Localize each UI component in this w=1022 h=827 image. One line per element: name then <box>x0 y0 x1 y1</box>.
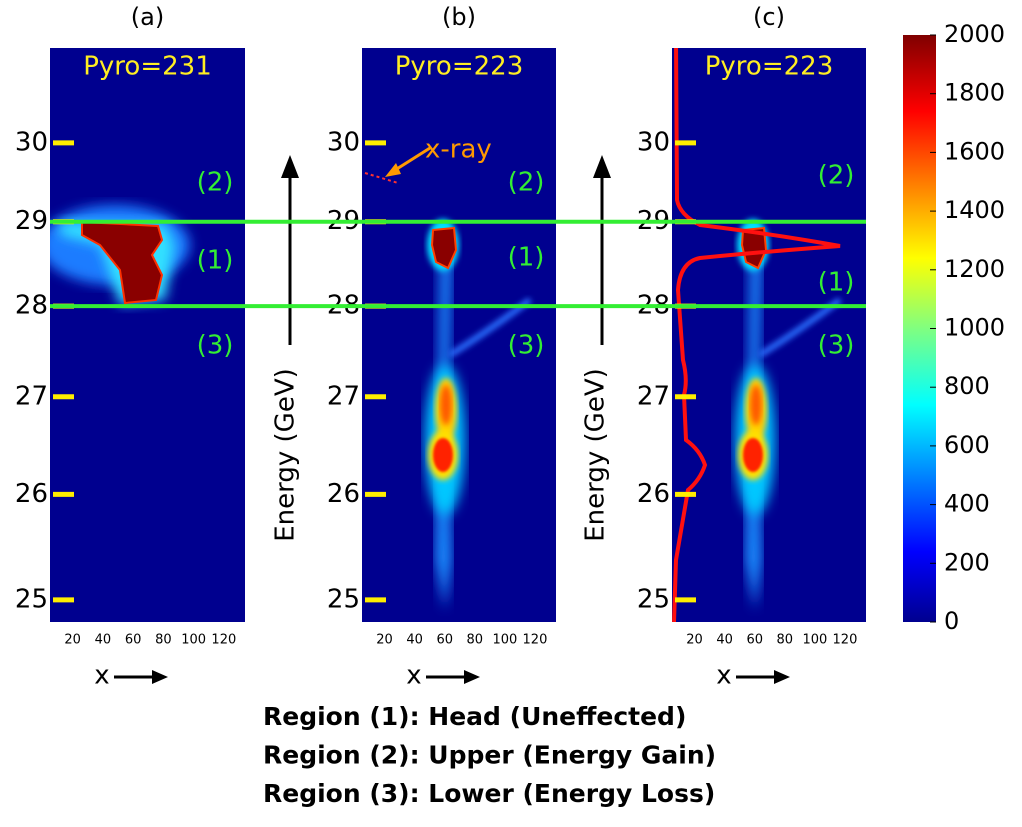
region-label: (3) <box>818 331 855 361</box>
y-tick-label: 29 <box>15 206 48 236</box>
x-tick-label: 60 <box>746 633 763 648</box>
y-tick-label: 25 <box>327 584 360 614</box>
x-tick-label: 20 <box>64 633 81 648</box>
x-tick-label: 80 <box>155 633 172 648</box>
y-tick-label: 27 <box>327 381 360 411</box>
y-tick-label: 28 <box>15 291 48 321</box>
colorbar-tick-label: 600 <box>944 431 990 459</box>
region-note: Region (3): Lower (Energy Loss) <box>263 779 715 808</box>
x-tick-label: 120 <box>211 633 236 648</box>
y-tick-label: 27 <box>15 381 48 411</box>
y-tick-label: 26 <box>327 479 360 509</box>
panel-title: (b) <box>442 3 476 31</box>
panel-annotation: Pyro=231 <box>83 52 212 82</box>
x-tick-label: 40 <box>716 633 733 648</box>
colorbar-tick-label: 400 <box>944 490 990 518</box>
marker-label: x-ray <box>425 135 492 165</box>
y-tick-label: 30 <box>327 127 360 157</box>
region-label: (2) <box>197 168 234 198</box>
x-arrow-head <box>464 670 480 684</box>
colorbar-tick-label: 200 <box>944 548 990 576</box>
region-label: (3) <box>197 331 234 361</box>
y-label: Energy (GeV) <box>271 368 301 542</box>
x-tick-label: 100 <box>802 633 827 648</box>
colorbar-tick-label: 800 <box>944 372 990 400</box>
region-label: (2) <box>818 161 855 191</box>
x-tick-label: 100 <box>181 633 206 648</box>
y-tick-label: 27 <box>637 381 670 411</box>
y-tick-label: 26 <box>637 479 670 509</box>
region-label: (1) <box>818 268 855 298</box>
x-tick-label: 120 <box>833 633 858 648</box>
panel-title: (a) <box>131 3 164 31</box>
colorbar-tick-label: 0 <box>944 607 959 635</box>
region-label: (1) <box>508 243 545 273</box>
x-tick-label: 20 <box>376 633 393 648</box>
colorbar-tick-label: 2000 <box>944 20 1005 48</box>
region-note: Region (1): Head (Uneffected) <box>263 702 686 731</box>
y-tick-label: 30 <box>637 127 670 157</box>
x-arrow-head <box>774 670 790 684</box>
colorbar-tick-label: 1400 <box>944 196 1005 224</box>
colorbar-tick-label: 1600 <box>944 137 1005 165</box>
y-label: Energy (GeV) <box>581 368 611 542</box>
x-tick-label: 60 <box>436 633 453 648</box>
x-tick-label: 100 <box>492 633 517 648</box>
y-tick-label: 25 <box>15 584 48 614</box>
colorbar-tick-label: 1800 <box>944 79 1005 107</box>
x-tick-label: 20 <box>686 633 703 648</box>
x-arrow-head <box>152 670 168 684</box>
x-tick-label: 40 <box>406 633 423 648</box>
x-label: x <box>94 661 109 691</box>
panel-title: (c) <box>753 3 785 31</box>
y-tick-label: 30 <box>15 127 48 157</box>
x-label: x <box>406 661 421 691</box>
x-tick-label: 120 <box>523 633 548 648</box>
region-label: (1) <box>197 246 234 276</box>
x-tick-label: 40 <box>95 633 112 648</box>
y-tick-label: 25 <box>637 584 670 614</box>
colorbar-tick-label: 1200 <box>944 255 1005 283</box>
x-tick-label: 80 <box>467 633 484 648</box>
x-label: x <box>716 661 731 691</box>
region-label: (2) <box>508 168 545 198</box>
colorbar-tick-label: 1000 <box>944 314 1005 342</box>
x-tick-label: 60 <box>125 633 142 648</box>
panel-annotation: Pyro=223 <box>395 52 524 82</box>
region-note: Region (2): Upper (Energy Gain) <box>263 741 716 770</box>
panel-annotation: Pyro=223 <box>705 52 834 82</box>
figure: (a) Pyro=231 25 26 27 28 29 30 20 40 60 80 100 120 x (2… <box>0 0 1022 827</box>
y-tick-label: 26 <box>15 479 48 509</box>
x-tick-label: 80 <box>777 633 794 648</box>
region-label: (3) <box>508 331 545 361</box>
